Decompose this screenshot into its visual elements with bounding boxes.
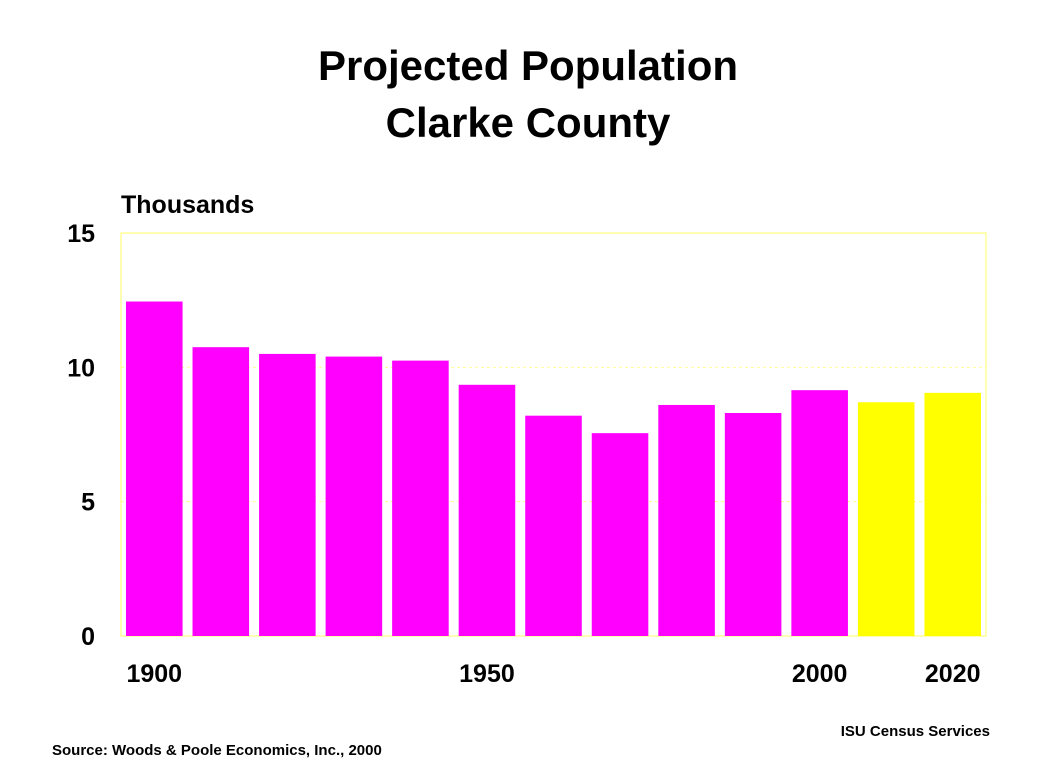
bar-1920 [259,353,316,636]
bar-1910 [192,347,250,636]
x-tick-label: 2000 [792,660,848,688]
bar-1980 [658,404,715,636]
bar-1950 [458,384,516,636]
credit-note: ISU Census Services [840,723,990,740]
x-tick-label: 1900 [126,660,182,688]
y-tick-label: 15 [67,220,95,248]
bar-1990 [724,413,782,636]
source-note: Source: Woods & Poole Economics, Inc., 2… [52,742,382,759]
y-tick-label: 10 [67,354,95,382]
bar-1900 [125,301,183,636]
chart-title-line-1: Projected Population [317,42,739,89]
bar-1960 [525,415,582,636]
x-tick-label: 2020 [925,660,981,688]
bar-1970 [591,433,649,636]
bar-2010 [857,402,915,636]
bar-1940 [392,360,449,636]
bar-2000 [791,390,848,636]
bar-1930 [325,356,383,636]
chart-title-line-2: Clarke County [385,99,671,146]
y-tick-label: 0 [81,623,95,651]
bar-2020 [924,392,982,636]
x-tick-label: 1950 [459,660,515,688]
x-axis-ticks: 1900 1950 2000 2020 [126,660,980,688]
y-tick-label: 5 [81,489,95,517]
bars [125,301,982,636]
y-axis-ticks: 0 5 10 15 [67,220,95,651]
y-axis-unit-label: Thousands [121,191,255,219]
